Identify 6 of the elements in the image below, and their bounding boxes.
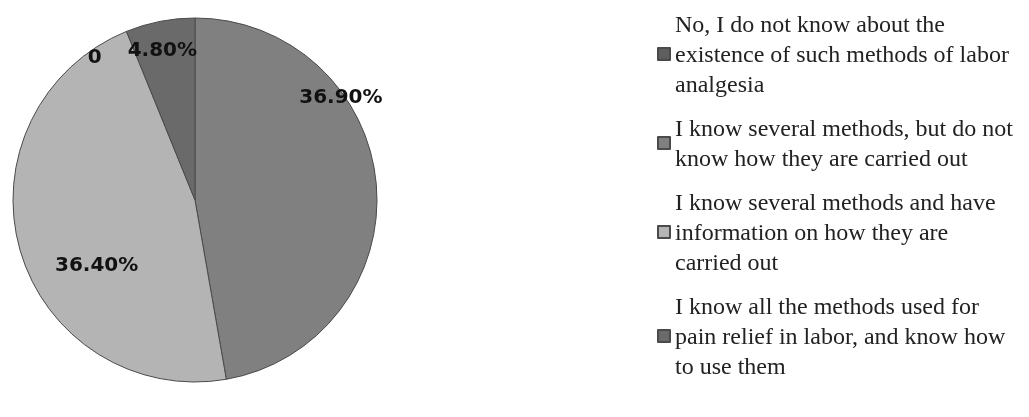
legend-label: I know several methods and have information on how they are carried out: [675, 189, 1002, 275]
data-label: 36.40%: [54, 252, 139, 277]
legend-label: I know all the methods used for pain relief in labor, and know how to use them: [675, 293, 1012, 379]
legend-label: No, I do not know about the existence of such methods of labor analgesia: [675, 11, 1015, 97]
legend-label: I know several methods, but do not know how they are carried out: [675, 115, 1019, 171]
text: 0: [87, 44, 102, 69]
